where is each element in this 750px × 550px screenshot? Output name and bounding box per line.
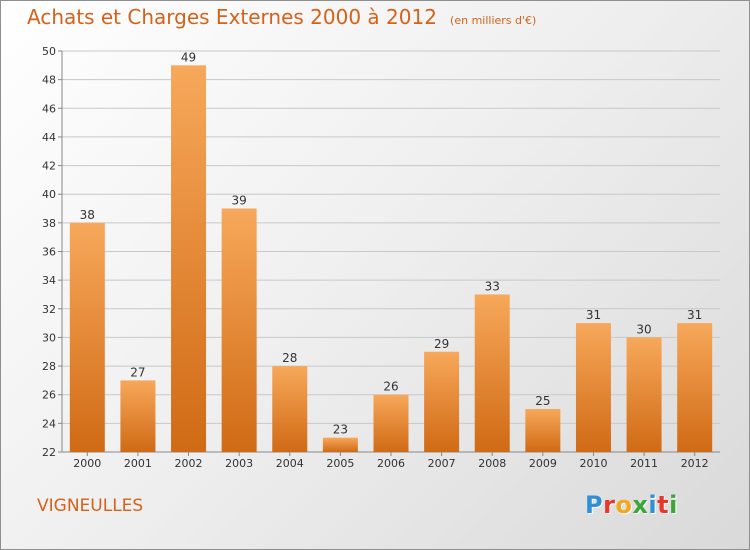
y-tick-label: 26 [42,389,56,402]
data-label: 49 [181,50,196,64]
x-tick-label: 2012 [681,457,709,470]
bar [120,380,156,452]
x-tick-labels: 2000 2001 2002 2003 2004 2005 2006 2007 2008 2009… [73,452,709,470]
y-tick-label: 44 [42,131,56,144]
title-row: Achats et Charges Externes 2000 à 2012 (… [27,5,536,29]
data-label: 33 [485,279,500,293]
data-label: 31 [586,308,601,322]
bar [322,437,358,452]
y-tick-label: 42 [42,160,56,173]
place-name: VIGNEULLES [37,496,144,516]
logo-letter: r [603,491,616,519]
y-tick-label: 28 [42,360,56,373]
chart-title: Achats et Charges Externes 2000 à 2012 [27,5,437,29]
data-label: 31 [687,308,702,322]
y-tick-label: 40 [42,188,56,201]
y-tick-label: 34 [42,274,56,287]
bar [373,394,409,452]
logo-letter: i [648,491,658,519]
data-label: 28 [282,351,297,365]
bar [272,366,308,452]
data-label: 26 [383,380,398,394]
x-tick-label: 2004 [276,457,304,470]
y-tick-label: 50 [42,45,56,58]
x-tick-label: 2002 [175,457,203,470]
y-tick-label: 30 [42,331,56,344]
x-tick-label: 2001 [124,457,152,470]
x-tick-label: 2007 [428,457,456,470]
x-tick-label: 2003 [225,457,253,470]
logo-letter: P [585,491,604,519]
data-label: 38 [80,208,95,222]
y-tick-label: 24 [42,417,56,430]
y-tick-label: 32 [42,303,56,316]
bar [171,65,207,453]
x-tick-label: 2011 [630,457,658,470]
x-tick-label: 2006 [377,457,405,470]
y-tick-label: 38 [42,217,56,230]
bar [221,208,257,452]
x-tick-label: 2009 [529,457,557,470]
bar [474,294,510,452]
y-tick-label: 36 [42,246,56,259]
x-tick-label: 2010 [579,457,607,470]
bar [69,222,105,452]
data-label: 29 [434,337,449,351]
y-tick-label: 22 [42,446,56,459]
logo-letter: t [657,491,670,519]
y-tick-label: 46 [42,102,56,115]
logo-letter: i [669,491,678,519]
bar [677,323,713,452]
bars [69,65,713,453]
proxiti-logo: Proxiti [585,491,678,519]
chart-subtitle: (en milliers d'€) [450,14,537,27]
logo-letter: x [632,491,649,519]
logo-letter: o [615,491,633,519]
bar [575,323,611,452]
x-tick-label: 2005 [326,457,354,470]
bar [424,351,460,452]
x-tick-label: 2000 [73,457,101,470]
data-label: 39 [232,194,247,208]
data-label: 30 [636,322,651,336]
bar [525,409,561,452]
bar [626,337,662,452]
x-tick-label: 2008 [478,457,506,470]
data-label: 23 [333,423,348,437]
y-tick-labels: 22 24 26 28 30 32 34 36 38 40 42 44 46 48 50 [42,45,56,459]
y-tick-label: 48 [42,74,56,87]
data-labels: 38 27 49 39 28 23 26 29 33 25 31 30 31 [80,50,703,436]
data-label: 25 [535,394,550,408]
data-label: 27 [130,365,145,379]
